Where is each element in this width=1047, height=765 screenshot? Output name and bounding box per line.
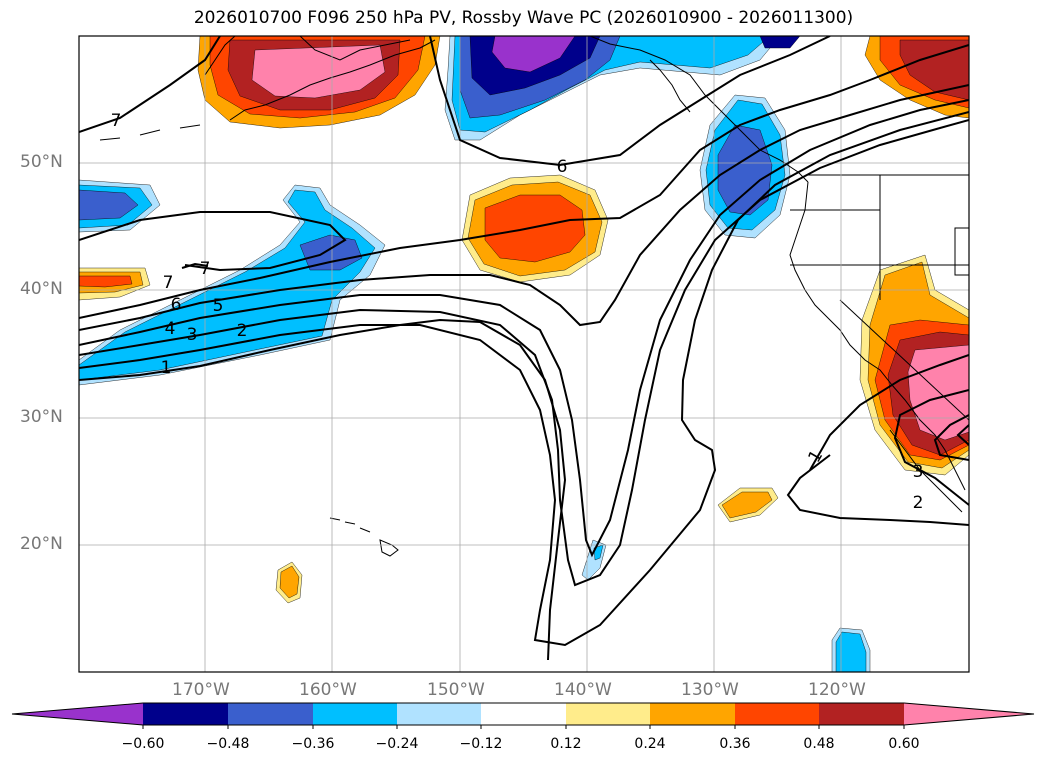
se-alaska-coast bbox=[589, 36, 809, 183]
contour-4-east bbox=[933, 414, 969, 461]
contour-label: 2 bbox=[237, 321, 248, 341]
contour-label: 2 bbox=[913, 493, 924, 513]
lon-label: 150°W bbox=[427, 680, 485, 700]
west-us-coast bbox=[789, 181, 966, 491]
anomaly-w-pos-036 bbox=[79, 275, 133, 288]
anomaly-hi-pos-024 bbox=[279, 565, 300, 599]
colorbar-extend-high bbox=[904, 703, 1034, 725]
anomaly-band-neg-036 bbox=[299, 234, 363, 271]
contour-label: 6 bbox=[557, 157, 568, 177]
colorbar-tick-label: 0.24 bbox=[634, 736, 666, 752]
hawaii bbox=[329, 517, 399, 557]
contour-1-band bbox=[79, 318, 567, 661]
contour-6-band bbox=[79, 44, 969, 319]
aleutian-islands bbox=[99, 124, 201, 141]
colorbar-cell bbox=[313, 703, 397, 725]
lon-label: 120°W bbox=[808, 680, 866, 700]
contour-label: 5 bbox=[213, 296, 224, 316]
colorbar-cell bbox=[228, 703, 313, 725]
state-border-4 bbox=[839, 299, 969, 421]
lon-label: 140°W bbox=[554, 680, 612, 700]
anomaly-central-pos-036 bbox=[484, 194, 586, 263]
lon-label: 130°W bbox=[681, 680, 739, 700]
contour-7-north bbox=[79, 36, 221, 133]
contour-label: 3 bbox=[187, 325, 198, 345]
colorbar-extend-low bbox=[12, 703, 143, 725]
anomaly-s-neg-024 bbox=[835, 631, 867, 672]
colorbar-cell bbox=[566, 703, 650, 725]
lon-label: 160°W bbox=[299, 680, 357, 700]
lat-label: 50°N bbox=[20, 152, 63, 172]
colorbar-tick-label: 0.60 bbox=[888, 736, 920, 752]
colorbar bbox=[11, 702, 1035, 729]
lat-label: 20°N bbox=[20, 534, 63, 554]
lon-label: 170°W bbox=[172, 680, 230, 700]
anomaly-pnw-neg-036 bbox=[717, 124, 773, 216]
contour-5-band bbox=[79, 84, 969, 331]
contour-label: 3 bbox=[913, 462, 924, 482]
contour-label: 6 bbox=[171, 295, 182, 315]
colorbar-tick-label: 0.36 bbox=[719, 736, 751, 752]
coastlines bbox=[99, 36, 969, 557]
colorbar-cell bbox=[397, 703, 481, 725]
colorbar-tick-label: −0.48 bbox=[206, 736, 250, 752]
contour-label: 1 bbox=[161, 358, 172, 378]
contour-label: 4 bbox=[165, 319, 176, 339]
gridlines bbox=[79, 36, 969, 672]
pv-anomaly-fills bbox=[79, 36, 969, 672]
contour-1-east bbox=[809, 354, 969, 471]
contour-label: 7 bbox=[200, 259, 211, 279]
anomaly-sub-pos-024 bbox=[721, 491, 773, 519]
state-border-5 bbox=[954, 227, 969, 276]
alaska-coast bbox=[204, 36, 436, 121]
colorbar-tick-label: −0.12 bbox=[459, 736, 503, 752]
contour-6 bbox=[429, 36, 831, 167]
contour-2-east bbox=[786, 454, 969, 526]
pv-contours bbox=[79, 36, 969, 661]
colorbar-cell bbox=[819, 703, 904, 725]
map-frame bbox=[78, 35, 970, 673]
contour-3-east bbox=[893, 389, 969, 506]
contour-2-band bbox=[79, 111, 969, 647]
colorbar-tick-label: −0.36 bbox=[291, 736, 335, 752]
figure-title: 2026010700 F096 250 hPa PV, Rossby Wave … bbox=[193, 8, 854, 28]
lat-label: 40°N bbox=[20, 279, 63, 299]
bc-islands bbox=[649, 59, 691, 113]
anomaly-nw-pos-060 bbox=[251, 44, 386, 99]
colorbar-cell bbox=[143, 703, 228, 725]
colorbar-tick-label: −0.60 bbox=[121, 736, 165, 752]
baja-coast bbox=[889, 429, 963, 513]
anomaly-w-neg-036 bbox=[79, 189, 139, 221]
colorbar-cell bbox=[481, 703, 566, 725]
contour-4-band bbox=[79, 99, 969, 558]
anomaly-gulf-neg-060 bbox=[491, 36, 576, 73]
lat-label: 30°N bbox=[20, 407, 63, 427]
anomaly-gulf-neg-048b bbox=[759, 36, 801, 49]
colorbar-cell bbox=[735, 703, 819, 725]
colorbar-tick-label: 0.12 bbox=[550, 736, 582, 752]
contour-7-band bbox=[79, 211, 347, 272]
contour-label: 7 bbox=[111, 111, 122, 131]
contour-5-east bbox=[956, 424, 969, 446]
colorbar-cell bbox=[650, 703, 735, 725]
colorbar-tick-label: 0.48 bbox=[803, 736, 835, 752]
contour-small-7 bbox=[181, 262, 209, 269]
contour-label: 7 bbox=[163, 273, 174, 293]
colorbar-tick-label: −0.24 bbox=[375, 736, 419, 752]
